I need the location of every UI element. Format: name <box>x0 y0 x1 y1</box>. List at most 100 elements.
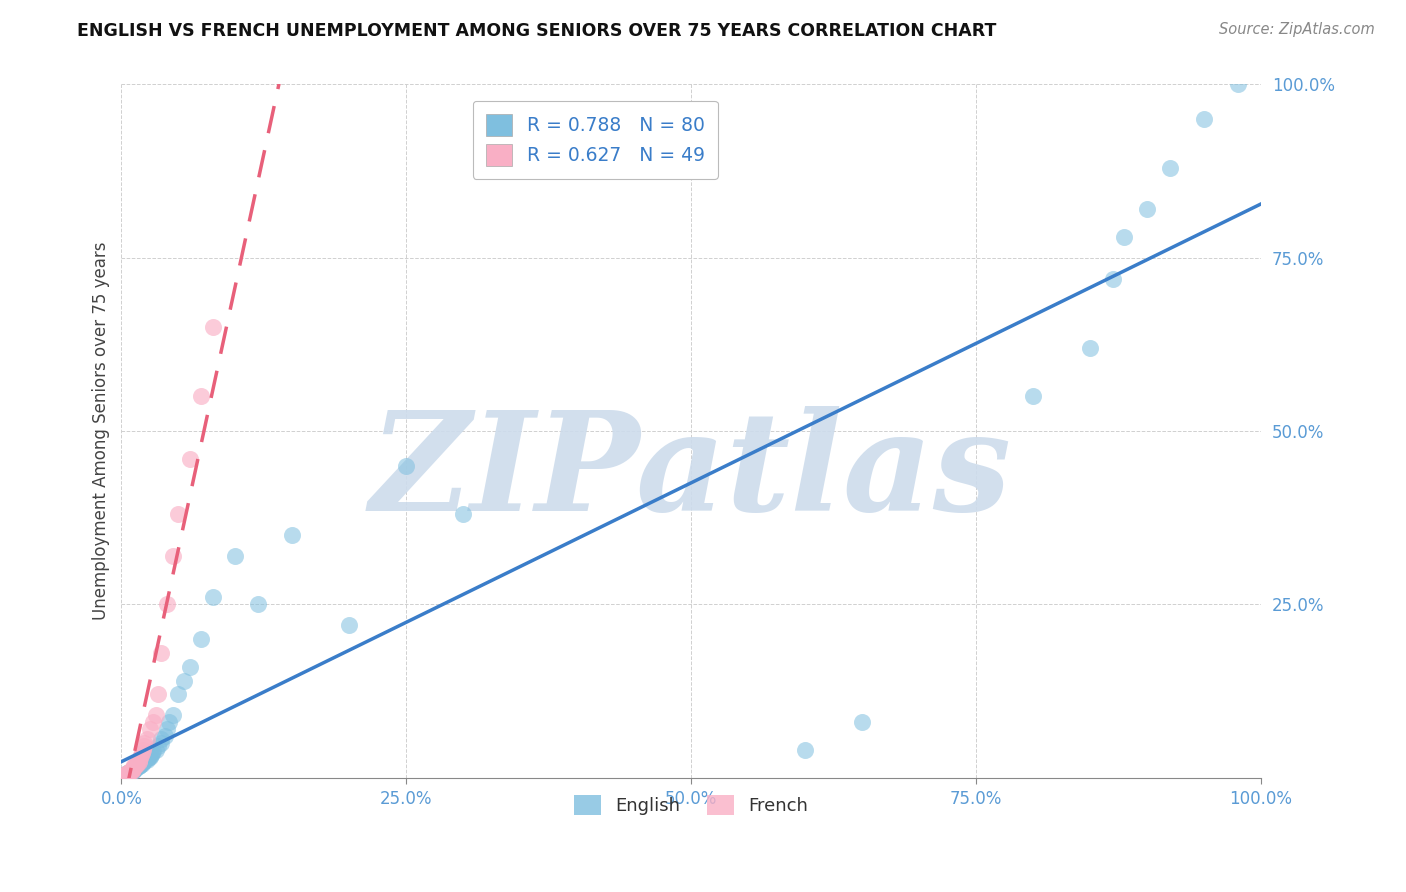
Point <box>134 753 156 767</box>
Point <box>141 747 163 761</box>
Point <box>337 618 360 632</box>
Point <box>150 646 173 660</box>
Point <box>1101 271 1123 285</box>
Legend: English, French: English, French <box>565 786 817 824</box>
Point <box>110 769 132 783</box>
Point <box>117 766 139 780</box>
Point <box>115 767 138 781</box>
Point <box>124 762 146 776</box>
Point <box>128 756 150 770</box>
Point <box>851 715 873 730</box>
Point <box>131 756 153 770</box>
Point <box>395 458 418 473</box>
Point <box>145 743 167 757</box>
Point <box>110 771 132 785</box>
Point <box>128 754 150 768</box>
Point <box>127 756 149 771</box>
Point <box>112 769 135 783</box>
Point <box>121 762 143 776</box>
Point <box>110 771 132 785</box>
Point <box>110 771 132 785</box>
Point <box>156 722 179 736</box>
Y-axis label: Unemployment Among Seniors over 75 years: Unemployment Among Seniors over 75 years <box>93 242 110 620</box>
Point <box>111 770 134 784</box>
Point <box>120 764 142 779</box>
Point <box>118 764 141 779</box>
Point <box>146 739 169 754</box>
Point <box>167 687 190 701</box>
Point <box>115 766 138 780</box>
Point <box>247 597 270 611</box>
Point <box>110 771 132 785</box>
Point <box>132 755 155 769</box>
Point <box>115 766 138 780</box>
Point <box>110 771 132 785</box>
Point <box>167 507 190 521</box>
Point <box>135 732 157 747</box>
Point <box>114 768 136 782</box>
Point <box>115 767 138 781</box>
Point <box>115 767 138 781</box>
Point <box>111 769 134 783</box>
Point <box>110 771 132 785</box>
Point <box>190 632 212 646</box>
Point <box>110 771 132 785</box>
Point <box>120 764 142 778</box>
Point <box>121 764 143 779</box>
Point <box>162 549 184 563</box>
Point <box>129 756 152 771</box>
Point <box>157 715 180 730</box>
Point <box>110 770 132 784</box>
Point <box>139 749 162 764</box>
Point <box>131 756 153 771</box>
Point <box>136 751 159 765</box>
Point <box>201 320 224 334</box>
Point <box>127 759 149 773</box>
Point <box>121 764 143 778</box>
Point <box>451 507 474 521</box>
Point <box>110 771 132 785</box>
Point <box>121 762 143 776</box>
Point <box>201 591 224 605</box>
Point <box>190 389 212 403</box>
Point <box>120 764 142 779</box>
Point <box>129 748 152 763</box>
Point <box>1192 112 1215 127</box>
Point <box>121 764 143 778</box>
Point <box>146 687 169 701</box>
Point <box>110 771 132 785</box>
Point <box>142 744 165 758</box>
Point <box>125 758 148 772</box>
Point <box>122 759 145 773</box>
Point <box>120 764 142 779</box>
Point <box>156 597 179 611</box>
Point <box>150 736 173 750</box>
Point <box>179 659 201 673</box>
Point <box>114 768 136 782</box>
Point <box>121 763 143 777</box>
Point <box>117 766 139 780</box>
Point <box>121 764 143 778</box>
Point <box>122 762 145 776</box>
Point <box>1078 341 1101 355</box>
Point <box>124 761 146 775</box>
Point <box>115 767 138 781</box>
Text: Source: ZipAtlas.com: Source: ZipAtlas.com <box>1219 22 1375 37</box>
Point <box>162 708 184 723</box>
Point <box>153 729 176 743</box>
Point <box>115 768 138 782</box>
Point <box>117 765 139 780</box>
Point <box>110 771 132 785</box>
Point <box>135 753 157 767</box>
Point <box>150 732 173 747</box>
Text: ZIPatlas: ZIPatlas <box>370 406 1012 540</box>
Point <box>139 748 162 763</box>
Point <box>121 762 143 776</box>
Point <box>121 764 143 778</box>
Point <box>115 768 138 782</box>
Point <box>117 765 139 780</box>
Point <box>128 758 150 772</box>
Point <box>114 768 136 782</box>
Point <box>128 758 150 772</box>
Point <box>179 451 201 466</box>
